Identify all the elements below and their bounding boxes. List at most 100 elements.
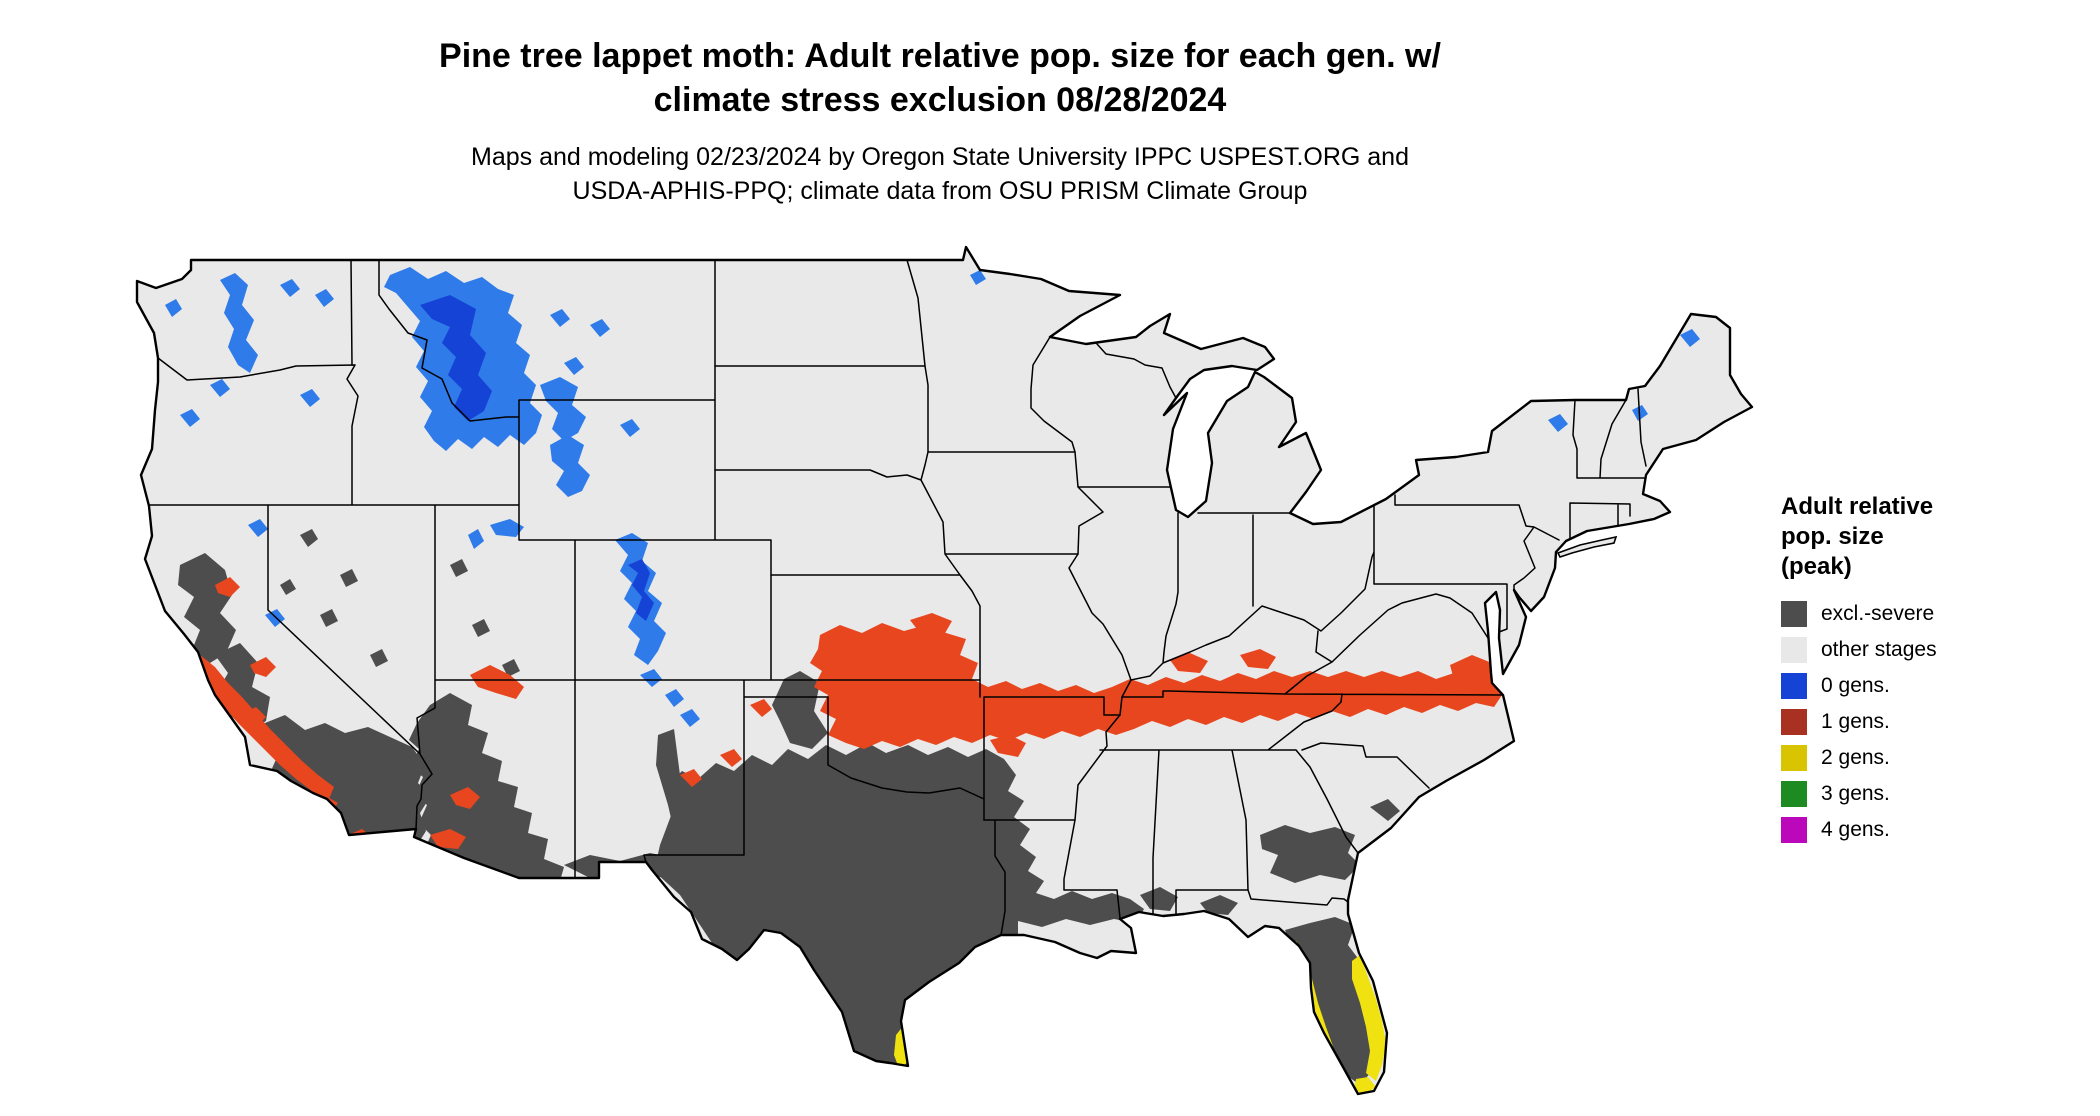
- raster-patch: [720, 749, 742, 767]
- raster-patch: [680, 709, 700, 727]
- legend-item-label: 0 gens.: [1821, 673, 1890, 697]
- raster-patch: [620, 419, 640, 437]
- long-island: [1556, 535, 1618, 558]
- raster-patch: [240, 707, 266, 727]
- legend-swatch: [1781, 708, 1807, 735]
- state-border-line: [643, 259, 1121, 863]
- legend-items: excl.-severe other stages 0 gens. 1 gens. 2 …: [1781, 600, 2081, 843]
- raster-patch: [564, 357, 584, 375]
- raster-patch: [540, 377, 586, 441]
- subtitle-line1: Maps and modeling 02/23/2024 by Oregon S…: [471, 143, 1409, 171]
- state-border-line: [1030, 336, 1508, 681]
- legend-title-line1: Adult relative: [1781, 493, 1934, 520]
- raster-patch: [470, 665, 524, 699]
- raster-patch: [615, 533, 666, 665]
- raster-patch: [178, 553, 236, 663]
- raster-patch: [1240, 649, 1276, 669]
- raster-patch: [1370, 799, 1400, 821]
- raster-patch: [165, 299, 182, 317]
- legend-item: excl.-severe: [1781, 600, 2081, 627]
- raster-patch: [628, 559, 654, 621]
- page-title-line1: Pine tree lappet moth: Adult relative po…: [439, 37, 1441, 75]
- raster-patch: [248, 519, 268, 537]
- raster-patch: [315, 289, 334, 307]
- raster-patch: [180, 409, 200, 427]
- raster-patch: [550, 309, 570, 327]
- legend-item-label: 1 gens.: [1821, 709, 1890, 733]
- legend-swatch: [1781, 780, 1807, 807]
- zero-generations-region: [165, 267, 1700, 727]
- legend-item: 3 gens.: [1781, 780, 2081, 807]
- raster-patch: [1140, 887, 1178, 911]
- raster-patch: [320, 609, 338, 627]
- raster-patch: [450, 787, 480, 809]
- raster-patch: [590, 319, 610, 337]
- raster-patch: [280, 279, 300, 297]
- page-title-line2: climate stress exclusion 08/28/2024: [653, 81, 1227, 119]
- raster-patch: [215, 577, 240, 597]
- legend-item: 0 gens.: [1781, 672, 2081, 699]
- state-borders: [146, 259, 1647, 936]
- legend-item: 4 gens.: [1781, 816, 2081, 843]
- raster-patch: [1260, 825, 1360, 883]
- state-border-line: [983, 593, 1504, 936]
- raster-patch: [1548, 414, 1568, 432]
- raster-patch: [810, 623, 1502, 749]
- raster-patch: [340, 569, 358, 587]
- legend-item: other stages: [1781, 636, 2081, 663]
- raster-patch: [640, 669, 662, 687]
- raster-patch: [680, 769, 702, 787]
- legend-swatch: [1781, 600, 1807, 627]
- legend-swatch: [1781, 636, 1807, 663]
- map-mask: [90, 205, 1810, 1116]
- raster-patch: [550, 435, 590, 497]
- raster-patch: [502, 659, 520, 677]
- raster-patch: [450, 559, 468, 577]
- raster-patch: [280, 579, 296, 595]
- raster-patch: [772, 671, 828, 749]
- legend-item: 1 gens.: [1781, 708, 2081, 735]
- legend-title-line3: (peak): [1781, 553, 1852, 580]
- raster-patch: [198, 655, 334, 801]
- raster-patch: [300, 389, 320, 407]
- raster-patch: [1170, 653, 1208, 673]
- raster-patch: [250, 657, 276, 677]
- legend-item-label: excl.-severe: [1821, 601, 1935, 625]
- us-map: [90, 205, 1810, 1116]
- raster-patch: [910, 613, 952, 635]
- raster-patch: [220, 273, 258, 373]
- state-border-line: [146, 259, 981, 879]
- raster-patch: [210, 379, 230, 397]
- raster-patch: [970, 270, 986, 285]
- raster-patch: [468, 529, 484, 549]
- raster-patch: [265, 609, 285, 627]
- raster-patch: [490, 519, 524, 537]
- us-map-container: [90, 205, 1810, 1116]
- us-outline: [135, 245, 1754, 1096]
- legend-swatch: [1781, 816, 1807, 843]
- legend: Adult relative pop. size (peak) excl.-se…: [1781, 492, 2081, 852]
- raster-patch: [665, 689, 684, 707]
- legend-swatch: [1781, 744, 1807, 771]
- legend-item-label: 2 gens.: [1821, 745, 1890, 769]
- legend-title-line2: pop. size: [1781, 523, 1884, 550]
- legend-item-label: 4 gens.: [1821, 817, 1890, 841]
- legend-item: 2 gens.: [1781, 744, 2081, 771]
- raster-patch: [420, 295, 492, 421]
- figure-subtitle: Maps and modeling 02/23/2024 by Oregon S…: [0, 140, 1880, 208]
- raster-patch: [1352, 955, 1386, 1081]
- figure-header: Pine tree lappet moth: Adult relative po…: [0, 34, 1880, 208]
- raster-patch: [472, 619, 490, 637]
- subtitle-line2: USDA-APHIS-PPQ; climate data from OSU PR…: [572, 177, 1308, 205]
- raster-patch: [1680, 329, 1700, 347]
- raster-patch: [990, 735, 1026, 757]
- raster-patch: [1200, 895, 1238, 915]
- legend-item-label: other stages: [1821, 637, 1937, 661]
- raster-patch: [430, 829, 466, 849]
- raster-patch: [300, 529, 318, 547]
- raster-patch: [750, 699, 772, 717]
- legend-item-label: 3 gens.: [1821, 781, 1890, 805]
- legend-swatch: [1781, 672, 1807, 699]
- raster-patch: [370, 649, 388, 667]
